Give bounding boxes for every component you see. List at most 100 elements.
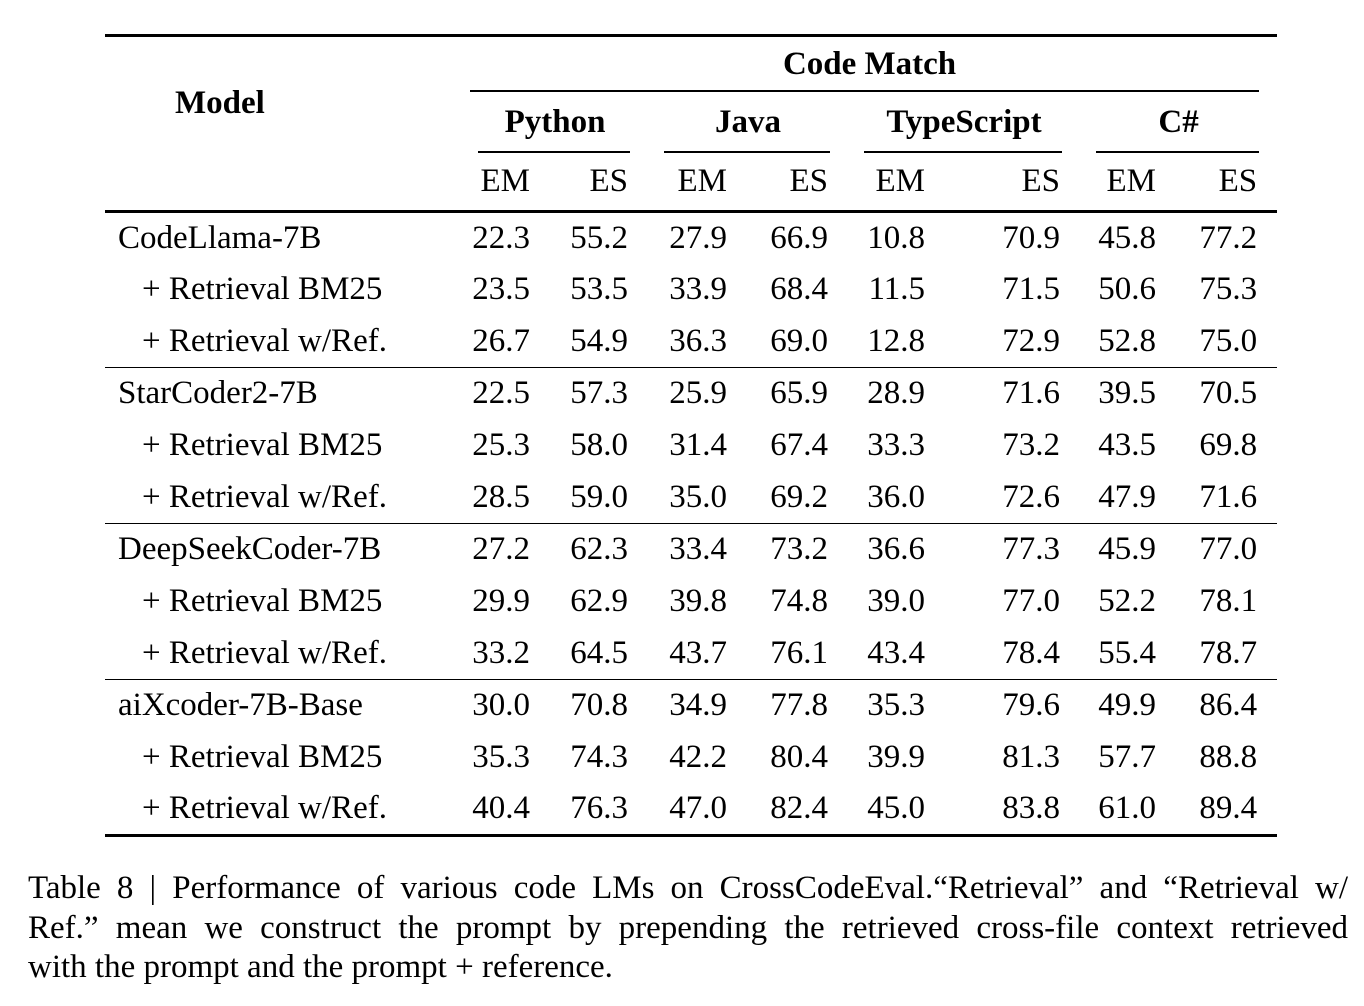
table-caption: Table 8 | Performance of various code LM… [28, 869, 1348, 988]
value-cell: 69.0 [770, 322, 828, 359]
value-cell: 23.5 [472, 271, 530, 307]
header-row-group: Model Code Match [105, 35, 1277, 213]
value-cell: 74.3 [570, 739, 628, 775]
value-cell: 33.4 [648, 523, 747, 576]
table-row: CodeLlama-7B 22.3 55.2 27.9 66.9 10.8 70… [105, 212, 1277, 264]
results-table: Model Code Match Python Java TypeScript … [105, 34, 1278, 837]
value-cell: 43.5 [1098, 427, 1156, 463]
header-row-metrics: EM ES EM ES EM ES EM ES [105, 152, 1278, 213]
value-cell: 39.9 [867, 739, 925, 775]
value-cell: 88.8 [1199, 739, 1258, 775]
value-cell: 72.6 [1002, 478, 1060, 515]
header-row-languages: Python Java TypeScript C# [105, 92, 1277, 153]
value-cell: 49.9 [1080, 679, 1176, 732]
value-cell: 79.6 [945, 679, 1080, 732]
value-cell: 80.4 [770, 739, 828, 775]
value-cell: 58.0 [570, 427, 628, 463]
value-cell: 10.8 [867, 219, 925, 256]
table-row: + Retrieval w/Ref. 40.4 76.3 47.0 82.4 4… [105, 784, 1277, 836]
metric-header-typescript-em: EM [848, 152, 945, 213]
caption-line-2: Ref.” mean we construct the prompt by pr… [28, 909, 1348, 946]
value-cell: 55.4 [1098, 634, 1156, 671]
value-cell: 64.5 [570, 634, 628, 671]
value-cell: 62.3 [550, 523, 648, 576]
value-cell: 47.0 [669, 790, 727, 827]
value-cell: 89.4 [1199, 790, 1258, 827]
value-cell: 36.0 [867, 478, 925, 515]
value-cell: 78.4 [1002, 634, 1060, 671]
caption-line-1: Table 8 | Performance of various code LM… [28, 870, 1348, 906]
value-cell: 75.3 [1199, 271, 1258, 307]
model-name-cell: aiXcoder-7B-Base [105, 679, 462, 732]
value-cell: 77.8 [747, 679, 848, 732]
value-cell: 77.0 [1002, 583, 1060, 619]
value-cell: 76.3 [570, 790, 628, 827]
value-cell: 50.6 [1098, 271, 1156, 307]
value-cell: 53.5 [570, 271, 628, 307]
value-cell: 26.7 [472, 322, 530, 359]
model-name-cell: + Retrieval w/Ref. [142, 322, 387, 359]
table-row: DeepSeekCoder-7B 27.2 62.3 33.4 73.2 36.… [105, 523, 1278, 576]
metric-header-csharp-es: ES [1176, 152, 1278, 213]
value-cell: 33.3 [867, 427, 925, 463]
value-cell: 54.9 [570, 322, 628, 359]
value-cell: 43.4 [867, 634, 925, 671]
value-cell: 73.2 [747, 523, 848, 576]
model-name-cell: StarCoder2-7B [105, 367, 462, 420]
value-cell: 86.4 [1176, 679, 1278, 732]
lang-header-python: Python [462, 92, 648, 153]
metric-header-python-em: EM [462, 152, 550, 213]
model-name-cell: + Retrieval BM25 [142, 739, 383, 775]
value-cell: 69.2 [770, 478, 828, 515]
value-cell: 62.9 [570, 583, 628, 619]
value-cell: 73.2 [1002, 427, 1060, 463]
value-cell: 35.0 [669, 478, 727, 515]
value-cell: 77.2 [1199, 219, 1258, 256]
value-cell: 61.0 [1098, 790, 1156, 827]
value-cell: 82.4 [770, 790, 828, 827]
value-cell: 71.6 [1199, 478, 1258, 515]
value-cell: 76.1 [770, 634, 828, 671]
metric-header-csharp-em: EM [1080, 152, 1176, 213]
value-cell: 36.6 [848, 523, 945, 576]
value-cell: 67.4 [770, 427, 828, 463]
value-cell: 77.3 [945, 523, 1080, 576]
value-cell: 74.8 [770, 583, 828, 619]
value-cell: 33.2 [472, 634, 530, 671]
value-cell: 81.3 [1002, 739, 1060, 775]
table-row: StarCoder2-7B 22.5 57.3 25.9 65.9 28.9 7… [105, 367, 1278, 420]
model-name-cell: + Retrieval w/Ref. [142, 634, 387, 671]
value-cell: 35.3 [848, 679, 945, 732]
model-name-cell: + Retrieval w/Ref. [142, 478, 387, 515]
model-name-cell: + Retrieval w/Ref. [142, 790, 387, 827]
value-cell: 59.0 [570, 478, 628, 515]
value-cell: 11.5 [868, 271, 925, 307]
value-cell: 22.5 [462, 367, 550, 420]
value-cell: 25.9 [648, 367, 747, 420]
value-cell: 45.9 [1080, 523, 1176, 576]
table-row: + Retrieval BM25 25.3 58.0 31.4 67.4 33.… [105, 420, 1277, 472]
metric-header-java-es: ES [747, 152, 848, 213]
model-name-cell: CodeLlama-7B [118, 219, 322, 256]
model-name-cell: + Retrieval BM25 [142, 427, 383, 463]
table-row: + Retrieval w/Ref. 33.2 64.5 43.7 76.1 4… [105, 628, 1277, 680]
model-column-header: Model [105, 35, 462, 213]
value-cell: 69.8 [1199, 427, 1258, 463]
value-cell: 30.0 [462, 679, 550, 732]
table-row: + Retrieval BM25 23.5 53.5 33.9 68.4 11.… [105, 264, 1277, 316]
code-match-header: Code Match [462, 36, 1277, 92]
value-cell: 66.9 [770, 219, 828, 256]
value-cell: 52.8 [1098, 322, 1156, 359]
value-cell: 57.3 [550, 367, 648, 420]
results-table-container: Model Code Match Python Java TypeScript … [105, 34, 1278, 837]
value-cell: 36.3 [669, 322, 727, 359]
value-cell: 78.7 [1199, 634, 1258, 671]
value-cell: 39.8 [669, 583, 727, 619]
value-cell: 39.0 [867, 583, 925, 619]
value-cell: 25.3 [472, 427, 530, 463]
lang-header-java: Java [648, 92, 848, 153]
caption-line-3: with the prompt and the prompt + referen… [28, 949, 613, 985]
table-row: + Retrieval w/Ref. 28.5 59.0 35.0 69.2 3… [105, 472, 1277, 524]
value-cell: 29.9 [472, 583, 530, 619]
value-cell: 40.4 [472, 790, 530, 827]
